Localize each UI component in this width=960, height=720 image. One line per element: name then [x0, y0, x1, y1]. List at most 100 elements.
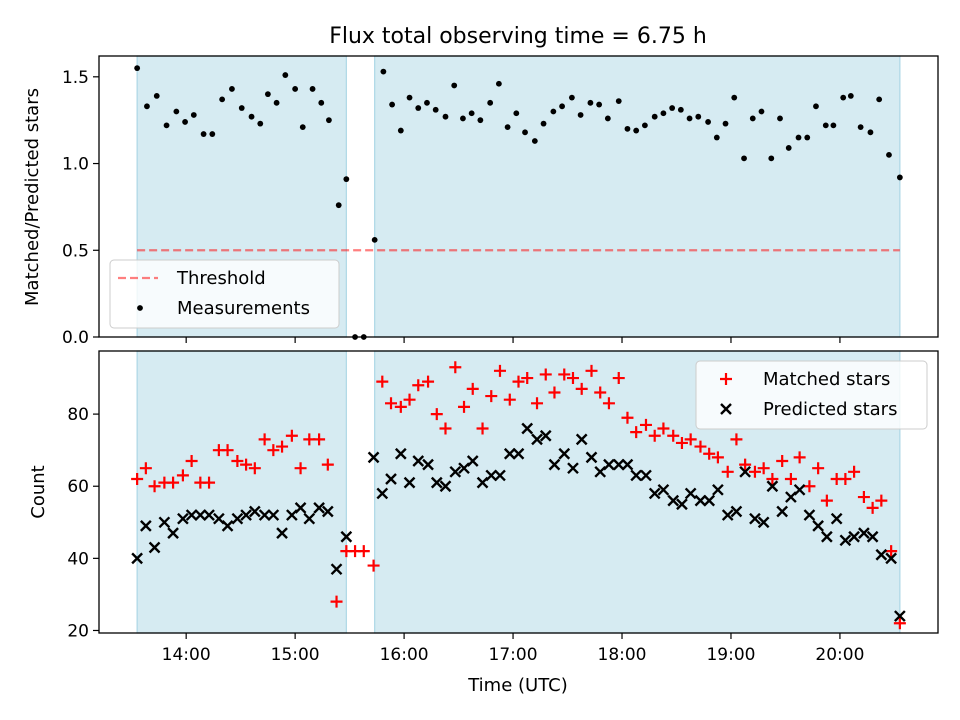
predicted-star-marker: [575, 433, 588, 446]
matched-star-marker: [566, 372, 579, 385]
matched-star-marker: [394, 400, 407, 413]
matched-star-marker: [167, 476, 180, 489]
measurement-point: [282, 72, 289, 78]
measurement-point: [292, 86, 299, 92]
matched-star-marker: [739, 458, 752, 471]
predicted-star-marker: [185, 509, 198, 521]
measurement-point: [651, 113, 658, 120]
measurement-point: [695, 113, 702, 120]
predicted-star-marker: [221, 520, 234, 532]
matched-star-marker: [430, 408, 443, 421]
matched-star-marker: [294, 462, 307, 475]
matched-star-marker: [612, 372, 625, 385]
measurement-point: [568, 94, 575, 101]
predicted-star-marker: [793, 483, 806, 496]
matched-star-marker: [675, 436, 688, 449]
matched-star-marker: [321, 458, 334, 471]
predicted-star-marker: [858, 527, 870, 539]
matched-star-marker: [575, 382, 588, 395]
x-axis-label: Time (UTC): [467, 675, 568, 696]
measurement-point: [522, 129, 528, 136]
predicted-star-marker: [612, 458, 625, 471]
predicted-star-marker: [385, 473, 397, 485]
predicted-star-marker: [258, 509, 271, 521]
matched-star-marker: [176, 469, 189, 482]
predicted-star-marker: [640, 469, 652, 482]
y-tick-label: 80: [67, 405, 89, 425]
matched-star-marker: [548, 386, 561, 399]
matched-star-marker: [422, 375, 435, 388]
y-tick-label: 40: [67, 549, 89, 569]
matched-star-marker: [458, 400, 471, 413]
predicted-star-marker: [321, 505, 334, 518]
predicted-star-marker: [866, 530, 879, 543]
predicted-star-marker: [894, 610, 906, 622]
predicted-star-marker: [177, 512, 189, 525]
matched-star-marker: [558, 368, 571, 381]
predicted-star-marker: [276, 527, 288, 539]
measurement-point: [389, 101, 396, 108]
y-tick-label: 20: [67, 621, 89, 641]
measurement-point: [777, 115, 783, 122]
predicted-star-marker: [466, 455, 479, 467]
measurement-point: [335, 202, 342, 209]
matched-star-marker: [385, 397, 398, 410]
matched-star-marker: [648, 429, 661, 442]
predicted-star-marker: [684, 487, 697, 500]
predicted-star-marker: [422, 458, 434, 471]
predicted-star-marker: [749, 512, 761, 525]
predicted-star-marker: [330, 563, 343, 576]
matched-star-marker: [539, 368, 552, 381]
matched-star-marker: [721, 465, 734, 478]
matched-star-marker: [449, 361, 462, 374]
bottom-panel: 20 40 60 80 14:00 15:00 16:00 17:00 18:00 19:00 20…: [67, 350, 939, 665]
matched-star-marker: [476, 422, 489, 435]
measurement-point: [318, 99, 325, 106]
measurement-point: [229, 86, 235, 92]
measurement-point: [380, 68, 387, 75]
matched-star-marker: [512, 375, 525, 388]
predicted-star-marker: [430, 476, 443, 489]
matched-star-marker: [185, 454, 198, 467]
measurement-point: [495, 80, 502, 87]
measurement-point: [847, 92, 854, 99]
predicted-star-marker: [485, 469, 498, 482]
measurement-point: [432, 106, 439, 113]
measurement-point: [173, 108, 180, 115]
top-y-axis-label: Matched/Predicted stars: [22, 88, 43, 306]
measurement-point: [248, 113, 255, 120]
predicted-star-marker: [603, 458, 615, 471]
measurement-point: [144, 103, 150, 110]
predicted-star-marker: [167, 527, 179, 539]
predicted-star-marker: [676, 498, 688, 511]
predicted-star-marker: [567, 462, 579, 475]
matched-star-marker: [412, 379, 425, 392]
predicted-star-marker: [839, 534, 852, 547]
matched-star-marker: [703, 447, 716, 460]
matched-star-marker: [221, 444, 234, 457]
matched-star-marker: [711, 451, 724, 464]
x-tick-label: 16:00: [380, 645, 429, 665]
measurement-point: [163, 122, 170, 129]
predicted-star-marker: [203, 509, 215, 521]
legend-predicted-swatch: [720, 403, 732, 415]
matched-star-marker: [866, 501, 879, 514]
measurement-point: [876, 96, 883, 103]
measurement-point: [415, 105, 422, 111]
top-panel: 0.0 0.5 1.0 1.5 Threshold Measurements: [62, 55, 939, 348]
matched-star-marker: [784, 473, 797, 486]
matched-star-marker: [621, 411, 634, 424]
measurement-point: [273, 99, 280, 106]
predicted-star-marker: [521, 422, 534, 435]
predicted-star-marker: [821, 530, 833, 543]
measurement-point: [722, 120, 729, 127]
legend-label: Threshold: [176, 268, 266, 289]
legend-box: [109, 259, 340, 329]
matched-star-marker: [376, 375, 389, 388]
matched-star-marker: [812, 462, 825, 475]
legend-label: Measurements: [177, 298, 310, 319]
predicted-star-marker: [503, 447, 516, 460]
measurement-point: [857, 124, 864, 131]
measurement-point: [641, 122, 648, 129]
measurement-point: [190, 112, 197, 118]
